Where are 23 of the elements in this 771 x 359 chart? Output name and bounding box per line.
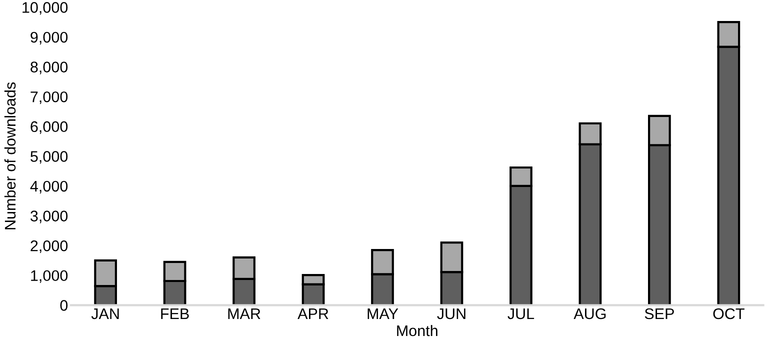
x-tick-label: JUN [437,308,466,320]
y-tick-label: 0 [60,300,68,311]
y-tick-label: 10,000 [22,2,68,15]
y-tick-label: 5,000 [30,151,68,164]
x-tick-label: MAY [368,308,398,319]
y-tick-label: 9,000 [30,32,68,44]
y-axis-title: Number of downloads [4,82,16,230]
y-tick-label: 8,000 [30,62,68,74]
y-tick-label: 3,000 [30,210,68,224]
y-tick-label: 6,000 [30,121,68,134]
x-tick-label: OCT [713,308,744,320]
x-tick-label: FEB [161,308,189,319]
x-tick-label: JAN [91,308,119,320]
x-tick-label: AUG [574,308,606,320]
x-tick-label: MAR [228,308,260,319]
y-tick-label: 7,000 [30,91,68,104]
y-tick-label: 2,000 [30,240,68,254]
x-tick-label: JUL [508,308,534,320]
x-tick-label: APR [298,308,328,319]
y-tick-label: 1,000 [31,270,68,283]
x-axis-title: Month [397,324,438,336]
x-tick-label: SEP [644,308,674,320]
y-tick-label: 4,000 [30,180,68,194]
